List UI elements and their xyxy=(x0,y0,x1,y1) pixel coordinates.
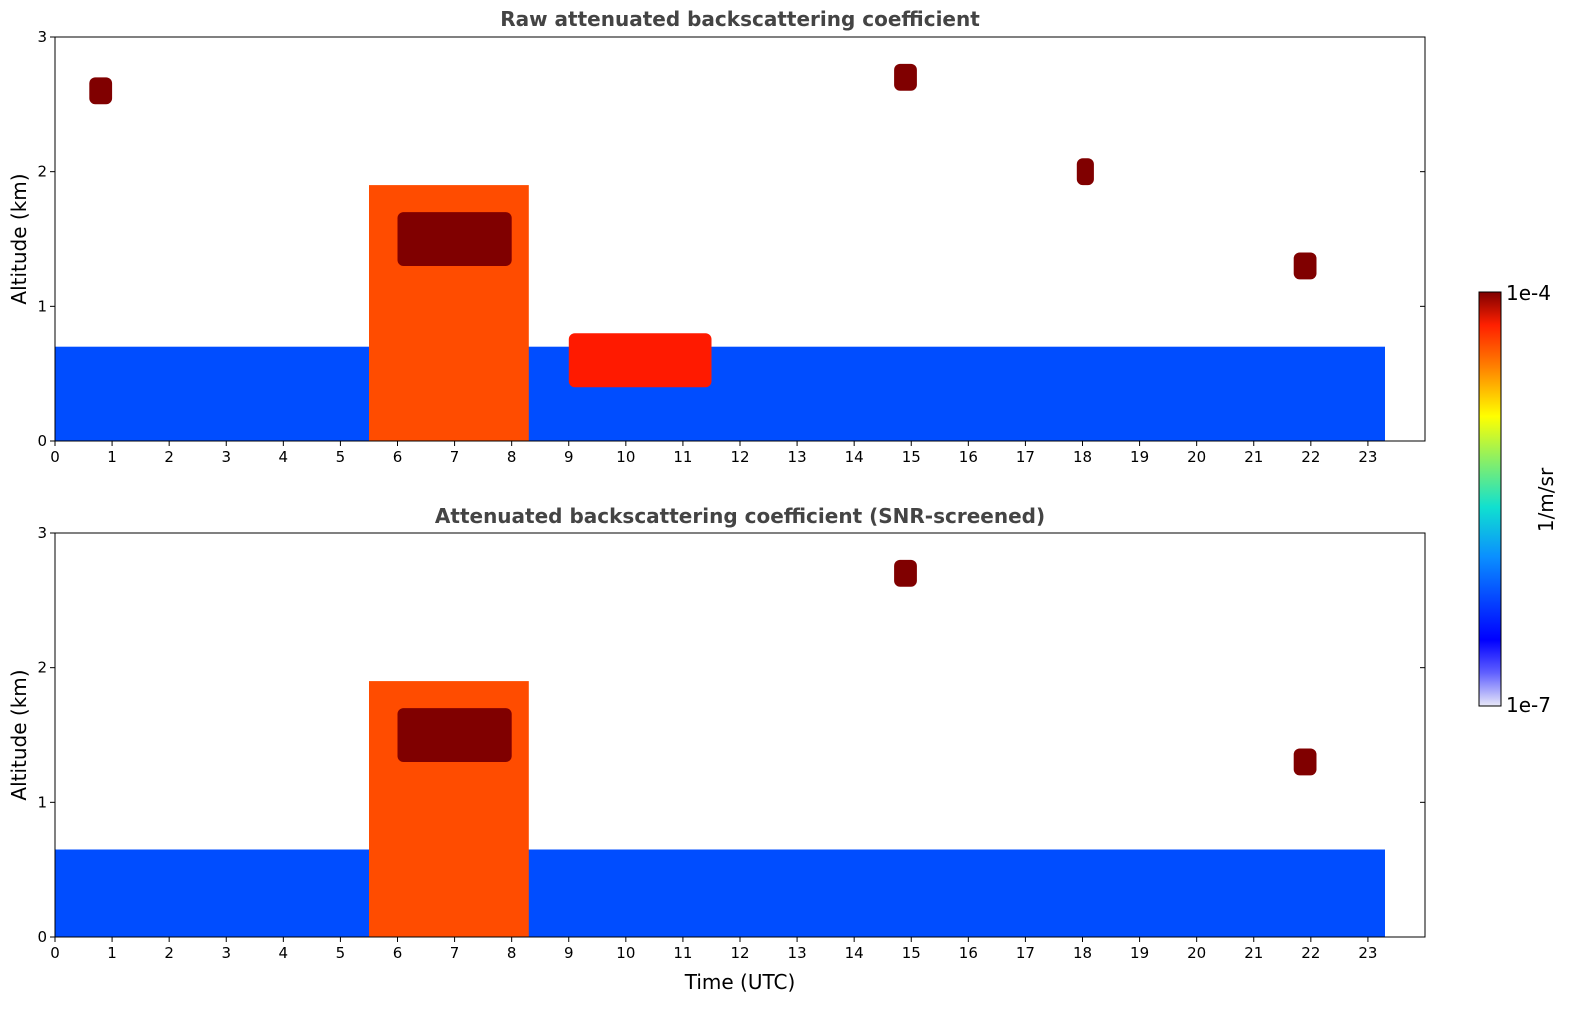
x-tick-label: 3 xyxy=(221,448,231,466)
x-tick-label: 1 xyxy=(107,944,117,962)
bottom-chart-title: Attenuated backscattering coefficient (S… xyxy=(435,504,1045,528)
x-axis-label: Time (UTC) xyxy=(684,970,796,994)
x-tick-label: 8 xyxy=(507,944,517,962)
y-tick-label: 0 xyxy=(37,432,47,450)
x-tick-label: 13 xyxy=(788,448,807,466)
bottom-y-axis-label: Altitude (km) xyxy=(7,669,31,800)
heatmap-feature xyxy=(397,212,512,266)
y-tick-label: 2 xyxy=(37,659,47,677)
x-tick-label: 8 xyxy=(507,448,517,466)
x-tick-label: 18 xyxy=(1073,944,1092,962)
heatmap-feature xyxy=(1293,252,1317,280)
x-tick-label: 2 xyxy=(164,448,174,466)
x-tick-label: 4 xyxy=(279,944,289,962)
x-tick-label: 6 xyxy=(393,448,403,466)
colorbar-unit-label: 1/m/sr xyxy=(1534,467,1558,532)
x-tick-label: 18 xyxy=(1073,448,1092,466)
x-tick-label: 9 xyxy=(564,944,574,962)
y-tick-label: 2 xyxy=(37,163,47,181)
x-tick-label: 22 xyxy=(1301,448,1320,466)
x-tick-label: 5 xyxy=(336,448,346,466)
x-tick-label: 12 xyxy=(730,448,749,466)
bottom-panel: Attenuated backscattering coefficient (S… xyxy=(7,504,1426,994)
x-tick-label: 6 xyxy=(393,944,403,962)
x-tick-label: 12 xyxy=(730,944,749,962)
y-tick-label: 0 xyxy=(37,928,47,946)
x-tick-label: 14 xyxy=(845,944,864,962)
heatmap-feature xyxy=(89,77,113,105)
top-y-axis-label: Altitude (km) xyxy=(7,173,31,304)
colorbar-gradient xyxy=(1478,291,1502,707)
bottom-heatmap xyxy=(55,559,1385,937)
x-tick-label: 17 xyxy=(1016,448,1035,466)
x-tick-label: 20 xyxy=(1187,448,1206,466)
x-tick-label: 20 xyxy=(1187,944,1206,962)
colorbar-min-label: 1e-7 xyxy=(1506,693,1551,717)
colorbar: 1e-4 1e-7 1/m/sr xyxy=(1478,281,1558,717)
heatmap-feature xyxy=(894,63,917,91)
x-tick-label: 1 xyxy=(107,448,117,466)
top-chart-title: Raw attenuated backscattering coefficien… xyxy=(500,7,980,31)
y-tick-label: 1 xyxy=(37,793,47,811)
x-tick-label: 19 xyxy=(1130,944,1149,962)
x-tick-label: 17 xyxy=(1016,944,1035,962)
heatmap-feature xyxy=(1076,158,1094,186)
x-tick-label: 5 xyxy=(336,944,346,962)
x-tick-label: 7 xyxy=(450,944,460,962)
x-tick-label: 3 xyxy=(221,944,231,962)
y-tick-label: 3 xyxy=(37,28,47,46)
x-tick-label: 13 xyxy=(788,944,807,962)
bottom-axis-ticks: 0 1 2 3 4 5 6 7 8 9 10 11 12 13 14 15 16 17 18 19 20 21 22 2301… xyxy=(37,524,1425,962)
x-tick-label: 16 xyxy=(959,944,978,962)
heatmap-feature xyxy=(894,559,917,587)
colorbar-max-label: 1e-4 xyxy=(1506,281,1551,305)
y-tick-label: 3 xyxy=(37,524,47,542)
x-tick-label: 21 xyxy=(1244,448,1263,466)
x-tick-label: 23 xyxy=(1358,448,1377,466)
x-tick-label: 14 xyxy=(845,448,864,466)
x-tick-label: 19 xyxy=(1130,448,1149,466)
y-tick-label: 1 xyxy=(37,297,47,315)
x-tick-label: 11 xyxy=(673,944,692,962)
x-tick-label: 16 xyxy=(959,448,978,466)
x-tick-label: 9 xyxy=(564,448,574,466)
x-tick-label: 23 xyxy=(1358,944,1377,962)
top-heatmap xyxy=(55,63,1385,441)
x-tick-label: 7 xyxy=(450,448,460,466)
heatmap-feature xyxy=(1293,748,1317,776)
x-tick-label: 0 xyxy=(50,944,60,962)
heatmap-feature xyxy=(397,708,512,762)
x-tick-label: 0 xyxy=(50,448,60,466)
heatmap-feature xyxy=(55,346,1385,441)
top-axis-ticks: 0 1 2 3 4 5 6 7 8 9 10 11 12 13 14 15 16 17 18 19 20 21 22 2301… xyxy=(37,28,1425,466)
x-tick-label: 11 xyxy=(673,448,692,466)
x-tick-label: 4 xyxy=(279,448,289,466)
heatmap-feature xyxy=(568,333,712,388)
x-tick-label: 2 xyxy=(164,944,174,962)
x-tick-label: 10 xyxy=(616,448,635,466)
x-tick-label: 21 xyxy=(1244,944,1263,962)
x-tick-label: 10 xyxy=(616,944,635,962)
x-tick-label: 15 xyxy=(902,448,921,466)
x-tick-label: 22 xyxy=(1301,944,1320,962)
x-tick-label: 15 xyxy=(902,944,921,962)
top-panel: Raw attenuated backscattering coefficien… xyxy=(7,7,1426,466)
heatmap-feature xyxy=(55,849,1385,937)
